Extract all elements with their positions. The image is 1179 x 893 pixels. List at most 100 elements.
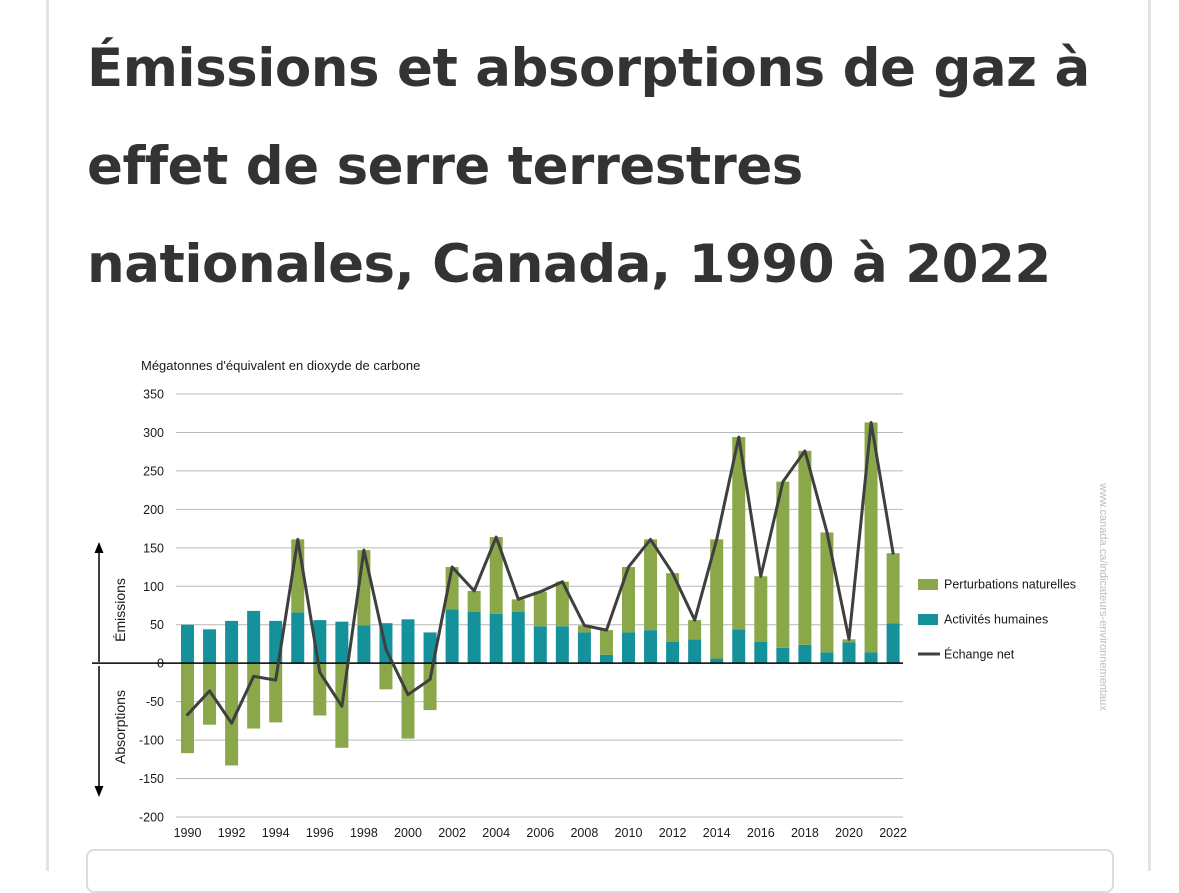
chart: Mégatonnes d'équivalent en dioxyde de ca… [92,358,1109,840]
x-tick-label: 1994 [262,826,290,840]
bar-natural [555,581,569,627]
x-tick-labels: 1990 1992 1994 1996 1998 2000 2002 2004 2006 2008… [174,826,907,840]
x-tick-label: 2006 [526,826,554,840]
y-tick-label: 100 [143,580,164,594]
bar-human [401,619,415,664]
bar-human [776,647,790,664]
bar-human [489,613,503,664]
bar-human [511,611,525,664]
bar-natural [247,663,261,729]
x-tick-label: 2000 [394,826,422,840]
bar-natural [622,567,635,633]
x-tick-label: 2008 [570,826,598,840]
bars [181,422,900,766]
bar-human [445,609,459,664]
bar-human [291,612,305,664]
y-tick-label: 300 [143,426,164,440]
x-tick-label: 2022 [879,826,907,840]
y-tick-label: -150 [139,772,164,786]
y-tick-label: -200 [139,811,164,825]
x-tick-label: 1998 [350,826,378,840]
bottom-panel [86,849,1114,893]
bar-natural [489,537,503,614]
bar-human [688,639,702,664]
bar-natural [886,553,900,624]
y-tick-label: 50 [150,618,164,632]
bar-natural [754,576,768,642]
legend-item-net-label: Échange net [944,647,1015,662]
card-right-border [1148,0,1151,871]
bar-natural [379,663,393,690]
bar-natural [710,539,724,659]
y-tick-label: -100 [139,734,164,748]
bar-human [247,610,261,664]
bar-human [864,652,878,664]
x-tick-label: 2010 [615,826,643,840]
y-tick-label: 250 [143,464,164,478]
y-axis-title: Mégatonnes d'équivalent en dioxyde de ca… [141,358,420,373]
bar-natural [599,630,613,655]
watermark: www.canada.ca/indicateurs-environnementa… [1097,482,1109,711]
bar-natural [181,663,194,754]
bar-natural [688,620,702,640]
y-tick-labels: -200-150-100-50050100150200250300350 [139,388,164,825]
bar-natural [511,599,525,612]
x-tick-label: 2020 [835,826,863,840]
bar-natural [203,663,217,725]
bar-human [886,623,900,664]
bar-natural [776,481,790,648]
bar-natural [533,591,547,627]
bar-natural [401,663,415,739]
bar-natural [644,539,658,631]
x-tick-label: 1996 [306,826,334,840]
bar-natural [842,639,856,643]
bar-human [754,641,768,664]
x-tick-label: 2012 [659,826,687,840]
legend-item-natural-label: Perturbations naturelles [944,578,1076,592]
bar-natural [798,450,812,645]
x-tick-label: 2018 [791,826,819,840]
bar-human [666,641,680,664]
page-title: Émissions et absorptions de gaz à effet … [87,38,1090,295]
bar-human [820,652,834,664]
net-line-layer [186,421,895,725]
bar-human [181,624,194,664]
bar-human [533,626,547,664]
net-exchange-line [186,421,895,725]
legend: Perturbations naturelles Activités humain… [918,578,1076,662]
bar-natural [423,663,437,711]
bar-natural [864,422,878,653]
bar-human [710,658,724,664]
bar-natural [269,663,283,723]
side-label-absorptions: Absorptions [112,690,128,764]
bar-human [798,644,812,664]
x-tick-label: 1990 [174,826,202,840]
bar-human [577,632,591,664]
side-labels: Émissions Absorptions [94,542,128,797]
y-tick-label: 350 [143,388,164,402]
bar-human [335,621,349,664]
bar-human [555,626,569,664]
bar-human [732,629,746,664]
x-tick-label: 2002 [438,826,466,840]
bar-human [622,632,635,664]
card-left-border [46,0,49,871]
y-tick-label: 150 [143,541,164,555]
legend-item-natural-swatch [918,579,938,590]
x-tick-label: 2004 [482,826,510,840]
bar-natural [820,532,834,653]
y-tick-label: -50 [146,695,164,709]
bar-human [203,629,217,664]
emissions-arrowhead [94,542,104,553]
y-tick-label: 200 [143,503,164,517]
side-label-emissions: Émissions [112,578,128,642]
bar-natural [577,625,591,633]
absorptions-arrowhead [94,786,104,797]
x-tick-label: 1992 [218,826,246,840]
bar-natural [732,437,746,630]
bar-human [644,630,658,664]
bar-human [842,642,856,664]
bar-natural [225,663,239,766]
bar-human [599,654,613,664]
bar-human [467,611,481,664]
